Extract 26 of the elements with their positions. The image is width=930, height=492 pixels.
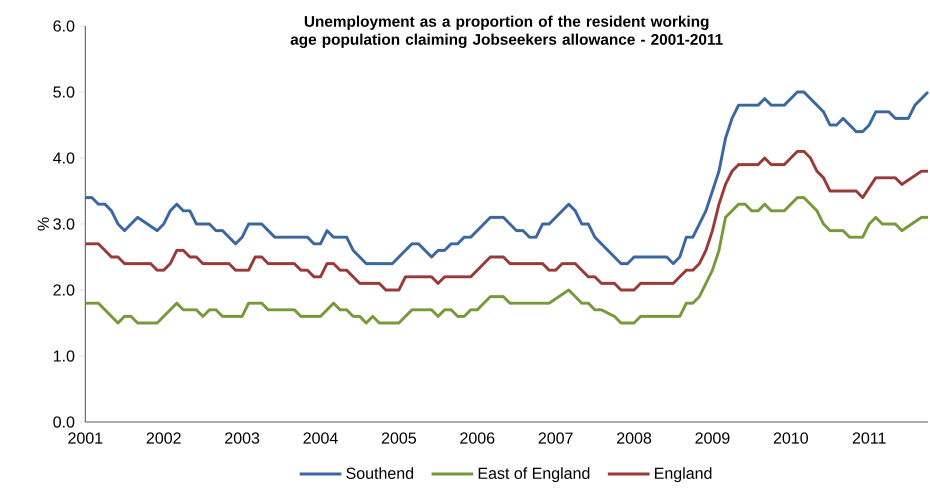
x-tick-label: 2010 [774, 432, 808, 444]
line-series [84, 150, 930, 292]
x-tick-label: 2004 [304, 432, 338, 444]
x-tick-label: 2007 [538, 432, 573, 444]
x-tick-label: 2006 [460, 432, 494, 444]
y-tick-label: 2.0 [53, 284, 74, 296]
x-tick-label: 2003 [225, 432, 260, 444]
y-tick-label: 1.0 [54, 350, 74, 362]
x-tick-label: 2008 [617, 432, 652, 444]
chart-title: Unemployment as a proportion of the resident working age population claiming Jobseekers allowance - 2001-2011 [290, 16, 723, 48]
x-tick-label: 2009 [695, 432, 730, 444]
y-tick-label: 0.0 [53, 416, 74, 428]
y-tick-label: 6.0 [54, 20, 74, 32]
x-tick-label: 2002 [146, 432, 181, 444]
line-series [84, 90, 930, 266]
y-axis-title: % [38, 217, 49, 231]
legend-label: England [655, 467, 712, 482]
x-tick-label: 2005 [382, 432, 416, 444]
y-tick-label: 3.0 [53, 218, 74, 230]
y-tick-label: 5.0 [53, 86, 74, 98]
x-tick-label: 2001 [68, 432, 102, 444]
legend-label: East of England [478, 467, 590, 482]
line-series [84, 196, 930, 324]
y-tick-label: 4.0 [53, 152, 74, 164]
x-tick-label: 2011 [852, 432, 886, 444]
legend-label: Southend [346, 467, 414, 479]
